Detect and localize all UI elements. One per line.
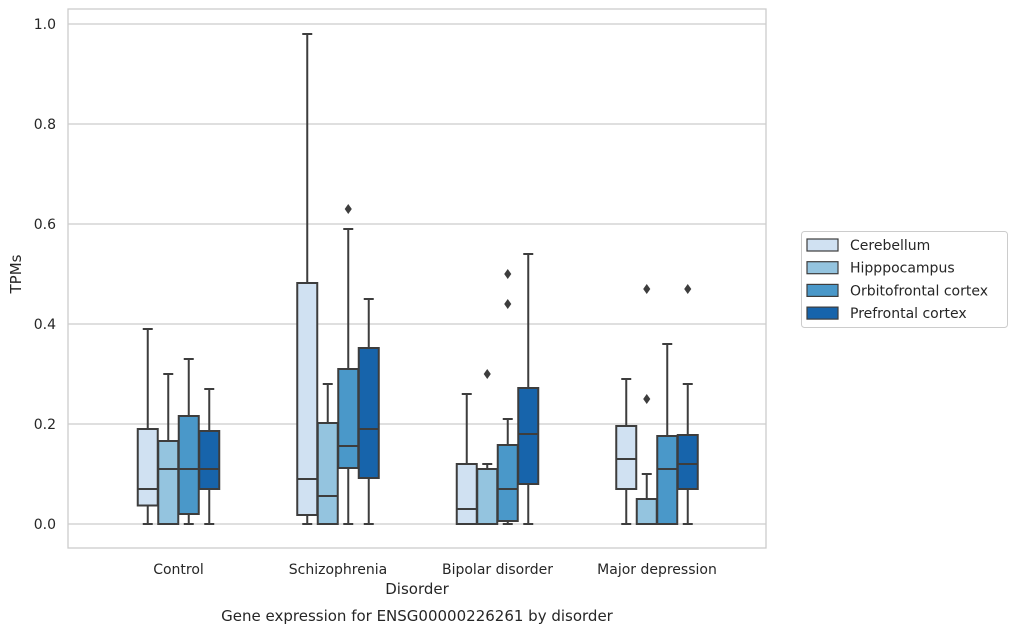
outlier-point xyxy=(344,203,352,215)
legend-label: Orbitofrontal cortex xyxy=(850,283,988,299)
outlier-point xyxy=(684,283,692,295)
box-body xyxy=(136,428,159,507)
legend-swatch xyxy=(806,283,839,297)
y-tick-label: 0.4 xyxy=(34,317,56,333)
x-tick-label: Control xyxy=(153,562,204,578)
legend-swatch xyxy=(806,238,839,252)
box-cerebellum xyxy=(136,328,159,525)
box-body xyxy=(177,415,200,515)
x-tick-label: Schizophrenia xyxy=(289,562,387,578)
legend-label: Hipppocampus xyxy=(850,261,955,277)
box-hipppocampus xyxy=(476,368,499,525)
box-hipppocampus xyxy=(316,383,339,525)
box-cerebellum xyxy=(455,393,478,525)
chart-caption: Gene expression for ENSG00000226261 by d… xyxy=(221,607,614,625)
legend-label: Prefrontal cortex xyxy=(850,306,967,322)
box-hipppocampus xyxy=(635,283,658,525)
box-body xyxy=(615,425,638,490)
box-prefrontal-cortex xyxy=(198,388,221,525)
x-tick-label: Major depression xyxy=(597,562,717,578)
y-axis-label: TPMs xyxy=(7,254,25,294)
box-groups xyxy=(136,33,699,525)
legend: Cerebellum Hipppocampus Orbitofrontal cort… xyxy=(801,231,1008,328)
box-body xyxy=(656,435,679,525)
box-prefrontal-cortex xyxy=(676,283,699,525)
box-body xyxy=(357,347,380,479)
box-orbitofrontal-cortex xyxy=(337,203,360,525)
box-cerebellum xyxy=(615,378,638,525)
box-body xyxy=(496,444,519,522)
box-body xyxy=(337,368,360,469)
legend-label: Cerebellum xyxy=(850,238,930,254)
x-axis-ticks: Control Schizophrenia Bipolar disorder Majo… xyxy=(153,562,717,578)
y-tick-label: 0.0 xyxy=(34,517,56,533)
box-body xyxy=(676,434,699,490)
y-tick-label: 0.6 xyxy=(34,217,56,233)
box-orbitofrontal-cortex xyxy=(496,268,519,525)
box-body xyxy=(455,463,478,525)
legend-swatch xyxy=(806,306,839,320)
box-body xyxy=(296,282,319,516)
x-tick-label: Bipolar disorder xyxy=(442,562,553,578)
box-body xyxy=(316,422,339,525)
outlier-point xyxy=(504,298,512,310)
box-hipppocampus xyxy=(157,373,180,525)
y-axis-ticks: 0.0 0.2 0.4 0.6 0.8 1.0 xyxy=(34,17,56,533)
y-tick-label: 0.8 xyxy=(34,117,56,133)
box-body xyxy=(517,387,540,485)
box-cerebellum xyxy=(296,33,319,525)
box-body xyxy=(476,468,499,525)
outlier-point xyxy=(504,268,512,280)
box-body xyxy=(198,430,221,490)
legend-swatch xyxy=(806,261,839,275)
legend-frame xyxy=(801,231,1008,328)
x-axis-label: Disorder xyxy=(385,580,449,598)
box-body xyxy=(157,440,180,525)
y-tick-label: 0.2 xyxy=(34,417,56,433)
box-orbitofrontal-cortex xyxy=(656,343,679,525)
box-orbitofrontal-cortex xyxy=(177,358,200,525)
y-tick-label: 1.0 xyxy=(34,17,56,33)
outlier-point xyxy=(643,283,651,295)
box-body xyxy=(635,498,658,525)
plot-frame xyxy=(67,8,767,549)
box-prefrontal-cortex xyxy=(517,253,540,525)
box-prefrontal-cortex xyxy=(357,298,380,525)
outlier-point xyxy=(643,393,651,405)
outlier-point xyxy=(483,368,491,380)
